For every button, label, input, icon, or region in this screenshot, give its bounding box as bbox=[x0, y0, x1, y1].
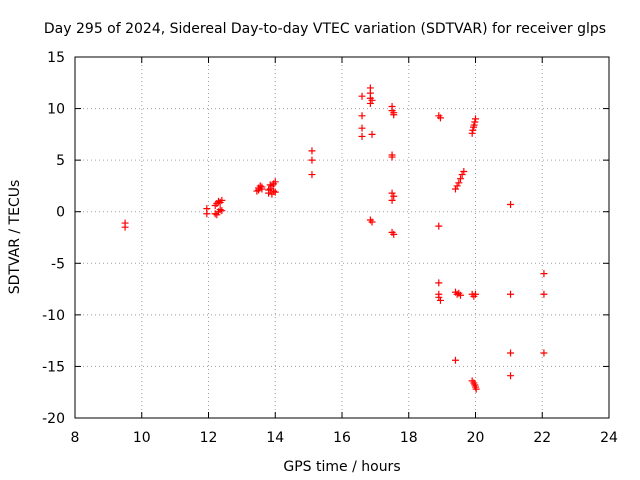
data-point bbox=[366, 99, 374, 107]
x-axis-title: GPS time / hours bbox=[283, 459, 400, 475]
data-point bbox=[453, 182, 461, 190]
data-point bbox=[256, 182, 264, 190]
data-point bbox=[436, 296, 444, 304]
data-point bbox=[265, 186, 273, 194]
data-point bbox=[258, 185, 266, 193]
x-tick-label: 24 bbox=[600, 430, 618, 446]
data-point bbox=[215, 197, 223, 205]
y-tick-label: 0 bbox=[56, 205, 65, 221]
data-point bbox=[271, 178, 279, 186]
data-point bbox=[255, 186, 263, 194]
data-point bbox=[358, 124, 366, 132]
data-point bbox=[453, 290, 461, 298]
x-tick-label: 14 bbox=[266, 430, 284, 446]
data-point bbox=[388, 196, 396, 204]
y-tick-label: -20 bbox=[42, 411, 65, 427]
data-point bbox=[507, 349, 515, 357]
data-point bbox=[460, 167, 468, 175]
data-point bbox=[436, 114, 444, 122]
data-point bbox=[388, 189, 396, 197]
x-tick-label: 20 bbox=[467, 430, 485, 446]
data-point bbox=[271, 188, 279, 196]
x-tick-label: 18 bbox=[400, 430, 418, 446]
data-point bbox=[435, 279, 443, 287]
data-point bbox=[458, 171, 466, 179]
x-tick-label: 10 bbox=[133, 430, 151, 446]
axis-ticks: 8 10 12 14 16 18 20 22 24 -20 -15 -10 -5 0 5 10 15 bbox=[42, 50, 618, 446]
data-point bbox=[213, 211, 221, 219]
data-point bbox=[266, 181, 274, 189]
data-point bbox=[218, 207, 226, 215]
x-tick-label: 12 bbox=[200, 430, 218, 446]
data-point bbox=[368, 218, 376, 226]
data-point bbox=[390, 111, 398, 119]
y-tick-label: -15 bbox=[42, 359, 65, 375]
data-point bbox=[456, 291, 464, 299]
data-point bbox=[203, 210, 211, 218]
y-tick-label: 15 bbox=[47, 50, 65, 66]
data-point bbox=[507, 290, 515, 298]
data-point bbox=[358, 92, 366, 100]
y-tick-label: -10 bbox=[42, 308, 65, 324]
data-point bbox=[451, 185, 459, 193]
data-point bbox=[308, 156, 316, 164]
data-point bbox=[471, 118, 479, 126]
y-tick-label: 10 bbox=[47, 102, 65, 118]
data-point bbox=[270, 187, 278, 195]
data-point bbox=[358, 132, 366, 140]
data-point bbox=[468, 129, 476, 137]
data-point bbox=[121, 223, 129, 231]
grid-lines bbox=[75, 57, 609, 418]
data-point bbox=[455, 179, 463, 187]
data-point bbox=[388, 153, 396, 161]
data-point bbox=[218, 196, 226, 204]
chart-title: Day 295 of 2024, Sidereal Day-to-day VTE… bbox=[44, 21, 606, 37]
data-point bbox=[472, 290, 479, 298]
data-point bbox=[469, 126, 477, 134]
data-point bbox=[456, 175, 464, 183]
data-point bbox=[368, 130, 376, 138]
data-point bbox=[470, 121, 478, 129]
x-tick-label: 8 bbox=[71, 430, 80, 446]
data-point bbox=[358, 112, 366, 120]
x-tick-label: 16 bbox=[333, 430, 351, 446]
data-point bbox=[540, 270, 548, 278]
x-tick-label: 22 bbox=[533, 430, 551, 446]
data-point bbox=[472, 115, 479, 123]
data-point bbox=[368, 96, 376, 104]
data-point bbox=[451, 356, 459, 364]
data-point bbox=[435, 293, 443, 301]
plot-frame bbox=[74, 56, 610, 419]
data-point bbox=[308, 147, 316, 155]
data-point bbox=[472, 385, 480, 393]
y-tick-label: -5 bbox=[51, 256, 65, 272]
data-point bbox=[390, 230, 398, 238]
data-point bbox=[507, 372, 515, 380]
data-points bbox=[121, 84, 548, 393]
y-tick-label: 5 bbox=[56, 153, 65, 169]
data-point bbox=[308, 171, 316, 179]
data-point bbox=[435, 222, 443, 230]
data-point bbox=[540, 290, 548, 298]
data-point bbox=[507, 200, 515, 208]
y-axis-title: SDTVAR / TECUs bbox=[7, 180, 23, 295]
data-point bbox=[390, 192, 398, 200]
data-point bbox=[540, 349, 548, 357]
data-point bbox=[253, 187, 261, 195]
data-point bbox=[216, 206, 224, 214]
